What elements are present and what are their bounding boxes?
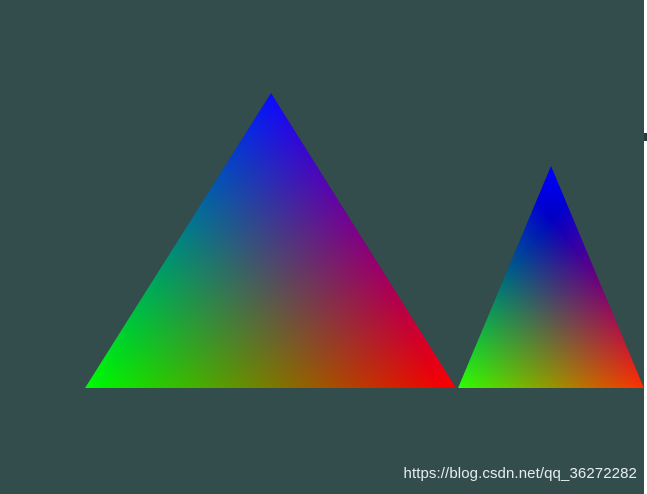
window-edge-marker bbox=[644, 133, 647, 141]
small-rgb-triangle bbox=[458, 166, 644, 388]
watermark-url: https://blog.csdn.net/qq_36272282 bbox=[403, 465, 637, 482]
window-right-edge bbox=[644, 0, 647, 494]
large-rgb-triangle bbox=[85, 93, 456, 388]
